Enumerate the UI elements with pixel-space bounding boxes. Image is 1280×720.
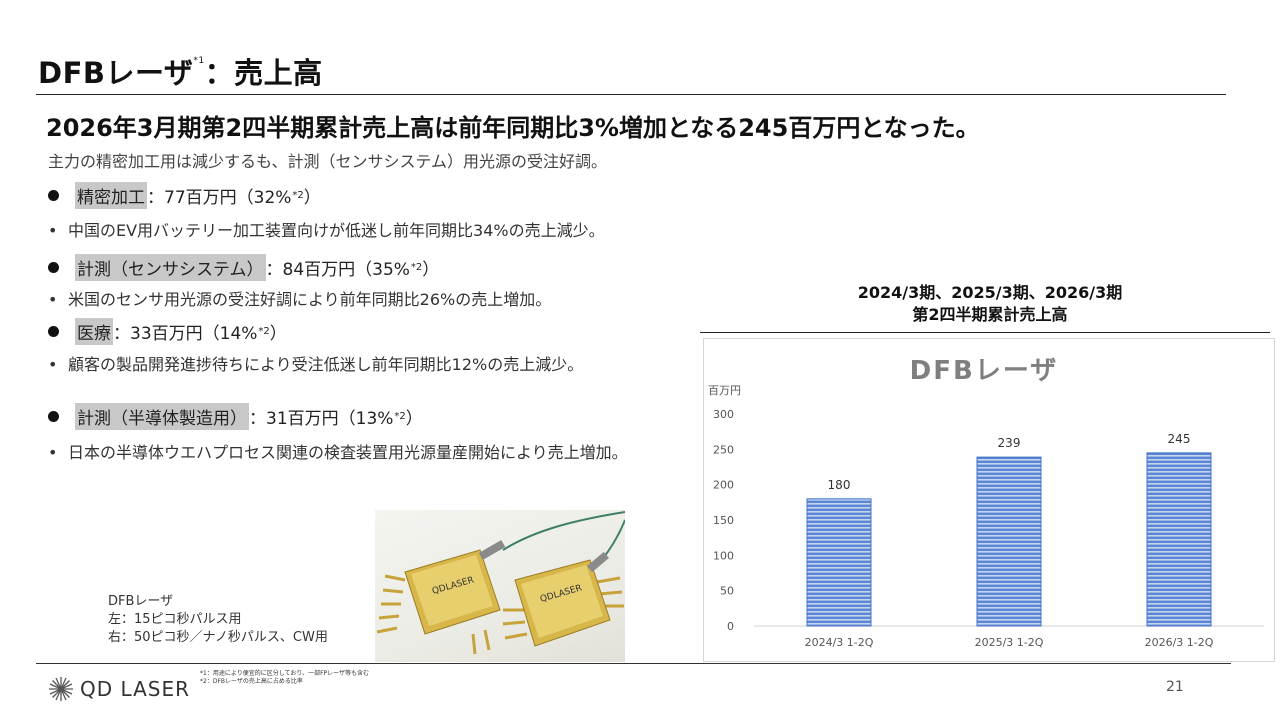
chart-y-unit: 百万円 <box>708 384 741 397</box>
segment-note-text: 米国のセンサ用光源の受注好調により前年同期比26%の売上増加。 <box>68 290 552 309</box>
y-tick-label: 150 <box>713 514 734 527</box>
company-logo: QD LASER <box>48 676 190 702</box>
x-tick-label: 2026/3 1-2Q <box>1145 636 1214 649</box>
x-tick-label: 2024/3 1-2Q <box>805 636 874 649</box>
segment-close: ） <box>303 188 321 208</box>
sub-bullet: • <box>48 221 58 240</box>
footnote-2: *2：DFBレーザの売上高に占める比率 <box>200 678 303 685</box>
chart-title: DFBレーザ <box>910 356 1059 386</box>
caption-line: 左：15ピコ秒パルス用 <box>108 612 242 627</box>
segment-sensor-system: 計測（センサシステム） ：84百万円（35% *2） <box>48 254 439 281</box>
headline: 2026年3月期第2四半期累計売上高は前年同期比3%増加となる245百万円となっ… <box>46 114 980 142</box>
sub-bullet: • <box>48 290 58 309</box>
segment-note: • 中国のEV用バッテリー加工装置向けが低迷し前年同期比34%の売上減少。 <box>48 220 808 242</box>
footnotes: *1：用途により便宜的に区分しており、一部FPレーザ等も含む *2：DFBレーザ… <box>200 670 369 686</box>
bullet-dot <box>48 326 59 337</box>
segment-close: ） <box>422 260 440 280</box>
segment-label: 計測（半導体製造用） <box>75 403 249 430</box>
bar-value-label: 245 <box>1168 432 1191 446</box>
segment-label: 精密加工 <box>75 182 147 209</box>
segment-close: ） <box>405 409 423 429</box>
segment-note-text: 顧客の製品開発進捗待ちにより受注低迷し前年同期比12%の売上減少。 <box>68 355 584 374</box>
chart-heading-line2: 第2四半期累計売上高 <box>912 305 1068 324</box>
bar-value-label: 180 <box>828 478 851 492</box>
title-divider <box>36 94 1226 95</box>
segment-footnote-mark: *2 <box>394 411 406 422</box>
slide-title-text: DFBレーザ <box>38 56 194 90</box>
sub-bullet: • <box>48 355 58 374</box>
segment-close: ） <box>269 324 287 344</box>
y-tick-label: 100 <box>713 549 734 562</box>
y-tick-label: 200 <box>713 479 734 492</box>
bar <box>976 456 1042 627</box>
starburst-icon <box>49 677 73 701</box>
segment-note-text: 日本の半導体ウエハプロセス関連の検査装置用光源量産開始により売上増加。 <box>68 443 628 462</box>
chart-heading-rule <box>700 332 1270 333</box>
bar-chart: DFBレーザ 百万円 0 50 100 150 200 250 300 180 2024/3 … <box>703 338 1275 662</box>
segment-label: 計測（センサシステム） <box>75 254 266 281</box>
bar-chart-svg: DFBレーザ 百万円 0 50 100 150 200 250 300 180 2024/3 … <box>708 356 1264 649</box>
bullet-dot <box>48 262 59 273</box>
photo-caption: DFBレーザ 左：15ピコ秒パルス用 右：50ピコ秒／ナノ秒パルス、CW用 <box>108 593 328 647</box>
caption-line: 右：50ピコ秒／ナノ秒パルス、CW用 <box>108 630 328 645</box>
bar <box>806 498 872 627</box>
slide-title-suffix: ：売上高 <box>204 56 323 90</box>
segment-value: ：77百万円（32% <box>147 188 292 208</box>
bullet-dot <box>48 190 59 201</box>
page-number: 21 <box>1166 679 1184 695</box>
y-tick-label: 0 <box>727 620 734 633</box>
segment-note: • 顧客の製品開発進捗待ちにより受注低迷し前年同期比12%の売上減少。 <box>48 354 688 376</box>
segment-label: 医療 <box>75 318 113 345</box>
segment-value: ：33百万円（14% <box>113 324 258 344</box>
segment-note: • 米国のセンサ用光源の受注好調により前年同期比26%の売上増加。 <box>48 289 708 311</box>
y-tick-label: 300 <box>713 408 734 421</box>
logo-text: QD LASER <box>80 677 191 701</box>
footer-divider <box>36 663 1231 664</box>
chart-heading: 2024/3期、2025/3期、2026/3期 第2四半期累計売上高 <box>720 282 1260 326</box>
segment-semiconductor: 計測（半導体製造用） ：31百万円（13% *2） <box>48 403 423 430</box>
segment-note: • 日本の半導体ウエハプロセス関連の検査装置用光源量産開始により売上増加。 <box>48 442 678 464</box>
footnote-1: *1：用途により便宜的に区分しており、一部FPレーザ等も含む <box>200 670 370 677</box>
segment-footnote-mark: *2 <box>258 326 270 337</box>
y-tick-label: 50 <box>720 585 734 598</box>
segment-precision-processing: 精密加工 ：77百万円（32% *2） <box>48 182 321 209</box>
bar-value-label: 239 <box>998 436 1021 450</box>
x-tick-label: 2025/3 1-2Q <box>975 636 1044 649</box>
segment-footnote-mark: *2 <box>292 190 304 201</box>
segment-footnote-mark: *2 <box>410 262 423 273</box>
bullet-dot <box>48 411 59 422</box>
sub-bullet: • <box>48 443 58 462</box>
caption-line: DFBレーザ <box>108 594 174 609</box>
segment-value: ：31百万円（13% <box>249 409 394 429</box>
y-tick-label: 250 <box>713 443 734 456</box>
segment-note-text: 中国のEV用バッテリー加工装置向けが低迷し前年同期比34%の売上減少。 <box>68 221 605 240</box>
product-photo: QDLASER QDLASER <box>375 510 625 662</box>
subline: 主力の精密加工用は減少するも、計測（センサシステム）用光源の受注好調。 <box>48 152 608 171</box>
chart-heading-line1: 2024/3期、2025/3期、2026/3期 <box>857 283 1123 302</box>
segment-value: ：84百万円（35% <box>265 260 410 280</box>
slide-title: DFBレーザ*1：売上高 <box>38 50 323 92</box>
segment-medical: 医療 ：33百万円（14% *2） <box>48 318 287 345</box>
title-footnote-mark: *1 <box>193 56 205 66</box>
bar <box>1146 452 1212 627</box>
